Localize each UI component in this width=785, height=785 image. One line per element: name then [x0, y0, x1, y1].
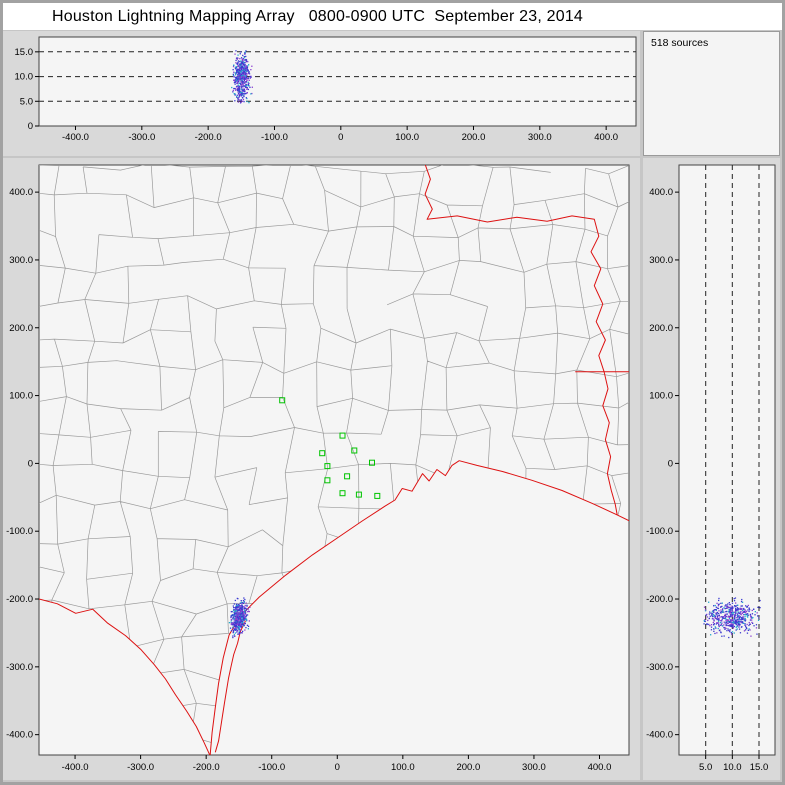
svg-text:300.0: 300.0 — [9, 255, 33, 266]
svg-text:200.0: 200.0 — [649, 323, 673, 334]
right-lightning-sources — [703, 597, 761, 639]
svg-text:300.0: 300.0 — [528, 132, 552, 143]
altitude-vs-x-panel: -400.0 -300.0 -200.0 -100.0 0 100.0 200.0 300.0… — [3, 31, 640, 156]
svg-text:-200.0: -200.0 — [646, 594, 673, 605]
svg-text:-200.0: -200.0 — [193, 762, 220, 773]
plan-view-map-panel: -400.0 -300.0 -200.0 -100.0 0 100.0 200.0 300.0… — [3, 158, 640, 780]
svg-text:300.0: 300.0 — [522, 762, 546, 773]
svg-text:400.0: 400.0 — [594, 132, 618, 143]
svg-text:-400.0: -400.0 — [62, 762, 89, 773]
svg-text:15.0: 15.0 — [750, 762, 769, 773]
svg-text:10.0: 10.0 — [723, 762, 742, 773]
svg-text:0: 0 — [28, 458, 33, 469]
svg-text:-400.0: -400.0 — [62, 132, 89, 143]
svg-text:100.0: 100.0 — [9, 391, 33, 402]
svg-text:-100.0: -100.0 — [258, 762, 285, 773]
svg-text:-400.0: -400.0 — [6, 730, 33, 741]
sources-count-label: 518 sources — [651, 37, 709, 49]
svg-text:15.0: 15.0 — [15, 47, 34, 58]
svg-text:200.0: 200.0 — [462, 132, 486, 143]
map-axis-ticks: -400.0 -300.0 -200.0 -100.0 0 100.0 200.0 300.0… — [6, 187, 611, 773]
state-borders-coastline — [39, 165, 629, 755]
svg-text:0: 0 — [668, 458, 673, 469]
svg-text:-300.0: -300.0 — [6, 662, 33, 673]
svg-text:400.0: 400.0 — [588, 762, 612, 773]
svg-text:5.0: 5.0 — [699, 762, 712, 773]
svg-text:0: 0 — [338, 132, 343, 143]
top-axis-ticks: -400.0 -300.0 -200.0 -100.0 0 100.0 200.0 300.0… — [15, 47, 619, 143]
page-title: Houston Lightning Mapping Array 0800-090… — [51, 7, 584, 25]
top-altitude-gridlines — [39, 51, 636, 102]
top-lightning-sources — [231, 50, 253, 104]
svg-text:100.0: 100.0 — [395, 132, 419, 143]
svg-text:-400.0: -400.0 — [646, 730, 673, 741]
svg-text:200.0: 200.0 — [456, 762, 480, 773]
svg-text:-100.0: -100.0 — [261, 132, 288, 143]
svg-text:-100.0: -100.0 — [6, 526, 33, 537]
svg-text:0: 0 — [28, 121, 33, 132]
lma-station-markers — [279, 397, 381, 499]
svg-text:-200.0: -200.0 — [195, 132, 222, 143]
svg-text:400.0: 400.0 — [649, 187, 673, 198]
plan-view-map-plot: -400.0 -300.0 -200.0 -100.0 0 100.0 200.0 300.0… — [6, 164, 630, 773]
svg-text:10.0: 10.0 — [15, 72, 34, 83]
svg-text:400.0: 400.0 — [9, 187, 33, 198]
svg-text:-300.0: -300.0 — [127, 762, 154, 773]
svg-text:-300.0: -300.0 — [646, 662, 673, 673]
svg-text:300.0: 300.0 — [649, 255, 673, 266]
title-bar: Houston Lightning Mapping Array 0800-090… — [3, 3, 782, 30]
sources-count-panel: 518 sources — [643, 31, 780, 156]
map-plot-area — [38, 164, 630, 756]
map-lightning-sources — [228, 597, 251, 639]
right-axis-ticks: 5.0 10.0 15.0 400.0 300.0 200.0 100.0 0 -100.0 -2… — [646, 187, 768, 773]
altitude-vs-x-plot: -400.0 -300.0 -200.0 -100.0 0 100.0 200.0 300.0… — [15, 36, 637, 143]
svg-text:100.0: 100.0 — [649, 391, 673, 402]
svg-text:0: 0 — [335, 762, 340, 773]
top-plot-area — [38, 36, 637, 127]
svg-text:-300.0: -300.0 — [128, 132, 155, 143]
right-plot-area — [678, 164, 776, 756]
altitude-vs-y-panel: 5.0 10.0 15.0 400.0 300.0 200.0 100.0 0 -100.0 -2… — [643, 158, 780, 780]
altitude-vs-y-plot: 5.0 10.0 15.0 400.0 300.0 200.0 100.0 0 -100.0 -2… — [646, 164, 776, 773]
svg-text:100.0: 100.0 — [391, 762, 415, 773]
svg-text:5.0: 5.0 — [20, 96, 33, 107]
svg-text:-200.0: -200.0 — [6, 594, 33, 605]
svg-text:-100.0: -100.0 — [646, 526, 673, 537]
svg-text:200.0: 200.0 — [9, 323, 33, 334]
